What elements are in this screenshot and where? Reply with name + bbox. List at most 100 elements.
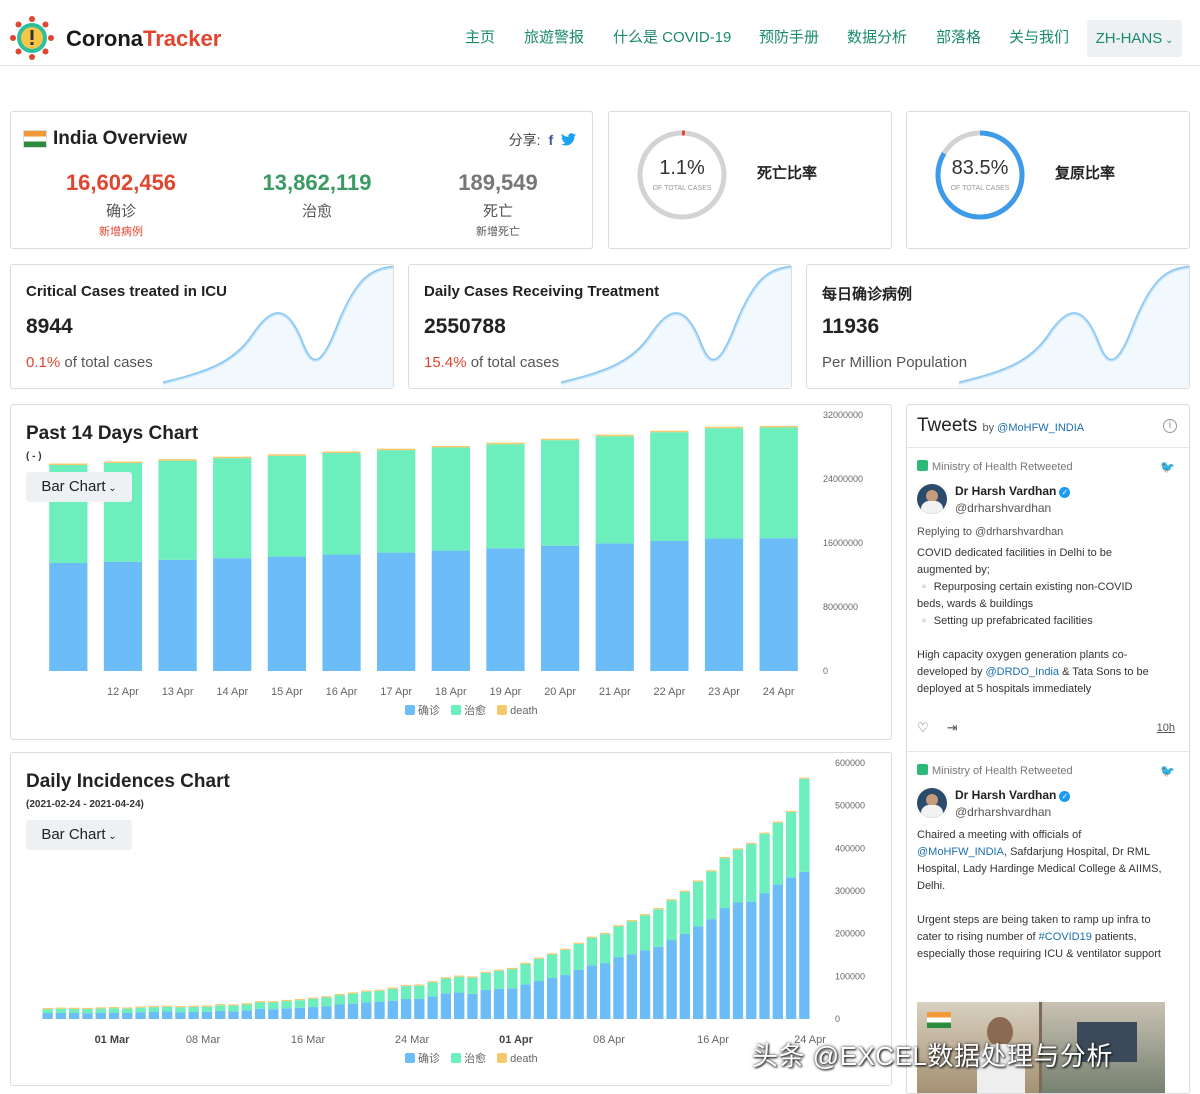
avatar[interactable] [917, 484, 947, 514]
daily-confirmed-value: 11936 [822, 315, 880, 338]
nav-about[interactable]: 关与我们 [1009, 29, 1070, 46]
bar-confirmed [175, 1012, 186, 1019]
bar-death [480, 971, 491, 973]
bar-recovered [486, 444, 525, 549]
bar-confirmed [653, 946, 664, 1019]
bar-confirmed [746, 901, 757, 1019]
hashtag-link[interactable]: #COVID19 [1038, 931, 1092, 943]
x-tick-label: 01 Apr [499, 1034, 534, 1046]
tweets-handle-link[interactable]: @MoHFW_INDIA [997, 422, 1085, 434]
bar-recovered [507, 969, 518, 989]
bar-death [507, 967, 518, 970]
tweet-author-name[interactable]: Dr Harsh Vardhan ✓ [955, 788, 1071, 802]
bar-confirmed [520, 984, 531, 1019]
avatar[interactable] [917, 788, 947, 818]
bar-recovered [241, 1004, 252, 1011]
legend-death[interactable]: death [510, 705, 538, 717]
retweet-icon [917, 764, 928, 775]
tweet-card[interactable]: Ministry of Health Retweeted 🐦 Dr Harsh … [907, 447, 1189, 749]
nav-travel-alert[interactable]: 旅遊警报 [524, 29, 585, 46]
recovery-rate-ring [935, 130, 1025, 220]
tweet-author-name[interactable]: Dr Harsh Vardhan ✓ [955, 484, 1071, 498]
facebook-icon[interactable]: f [548, 132, 554, 148]
y-tick-label: 24000000 [823, 474, 863, 484]
legend-recovered[interactable]: 治愈 [464, 705, 487, 717]
bar-death [493, 969, 505, 971]
bar-confirmed [268, 1009, 279, 1019]
bar-confirmed [188, 1011, 199, 1019]
bar-death [650, 430, 689, 433]
bar-recovered [377, 450, 416, 553]
legend-swatch-recovered [451, 705, 462, 715]
nav-data-analysis[interactable]: 数据分析 [847, 29, 908, 46]
nav-prevention[interactable]: 预防手册 [759, 29, 820, 46]
bar-confirmed [213, 558, 252, 671]
tweet-time[interactable]: 10h [1156, 722, 1175, 734]
legend-death[interactable]: death [510, 1053, 538, 1065]
bar-confirmed [785, 877, 797, 1019]
y-tick-label: 500000 [835, 801, 865, 811]
tweet-bullet: ▫️ Repurposing certain existing non-COVI… [917, 581, 1133, 610]
tweet-photo[interactable] [917, 1002, 1165, 1093]
tweet-reply-to[interactable]: Replying to @drharshvardhan [917, 526, 1064, 538]
share-row: 分享: f [509, 130, 576, 150]
chevron-down-icon: ⌄ [105, 483, 117, 494]
bar-confirmed [228, 1011, 239, 1019]
bar-confirmed [613, 957, 624, 1019]
info-icon[interactable]: i [1163, 419, 1177, 433]
bar-death [387, 987, 398, 989]
twitter-icon[interactable] [561, 133, 576, 146]
bar-confirmed [294, 1007, 306, 1019]
bar-recovered [254, 1002, 266, 1009]
heart-icon[interactable]: ♡ [917, 720, 929, 735]
y-tick-label: 32000000 [823, 410, 863, 420]
corona-logo-icon[interactable] [10, 16, 54, 60]
bar-confirmed [347, 1003, 359, 1019]
nav-blog[interactable]: 部落格 [936, 29, 982, 46]
mention-link[interactable]: @DRDO_India [985, 666, 1060, 678]
tweet-author-handle[interactable]: @drharshvardhan [955, 805, 1052, 819]
bar-death [307, 997, 319, 999]
legend-confirmed[interactable]: 确诊 [418, 705, 440, 717]
bar-confirmed [759, 538, 798, 671]
nav-what-is-covid[interactable]: 什么是 COVID-19 [613, 29, 732, 46]
legend-recovered[interactable]: 治愈 [464, 1053, 487, 1065]
share-icon[interactable]: ⇥ [946, 720, 958, 735]
legend-confirmed[interactable]: 确诊 [418, 1053, 440, 1065]
bar-confirmed [281, 1008, 292, 1019]
daily-chart-subtitle: (2021-02-24 - 2021-04-24) [26, 799, 144, 810]
twitter-bird-icon[interactable]: 🐦 [1160, 764, 1175, 778]
mention-link[interactable]: @MoHFW_INDIA [917, 846, 1004, 858]
bar-confirmed [431, 550, 470, 671]
tweet-card[interactable]: Ministry of Health Retweeted 🐦 Dr Harsh … [907, 751, 1189, 1093]
bar-recovered [746, 844, 757, 902]
icu-percent-line: 0.1% of total cases [26, 354, 153, 371]
treatment-title: Daily Cases Receiving Treatment [424, 283, 660, 300]
twitter-bird-icon[interactable]: 🐦 [1160, 460, 1175, 474]
bar-confirmed [692, 926, 704, 1019]
past-chart-type-button[interactable]: Bar Chart ⌄ [26, 472, 132, 502]
bar-confirmed [704, 538, 744, 671]
treatment-percent-line: 15.4% of total cases [424, 354, 559, 371]
bar-confirmed [595, 543, 634, 671]
bar-confirmed [387, 1000, 398, 1019]
bar-confirmed [95, 1012, 106, 1019]
language-select[interactable]: ZH-HANS ⌄ [1087, 20, 1182, 57]
brand-name[interactable]: CoronaTracker [66, 26, 222, 51]
tweet-author-handle[interactable]: @drharshvardhan [955, 501, 1052, 515]
sparkline-wave [959, 265, 1189, 388]
bar-confirmed [719, 908, 730, 1019]
bar-recovered [560, 949, 571, 976]
bar-death [560, 948, 571, 950]
treatment-percent: 15.4% [424, 354, 467, 371]
daily-chart-type-button[interactable]: Bar Chart ⌄ [26, 820, 132, 850]
bar-recovered [322, 453, 361, 555]
tweets-header: Tweets by @MoHFW_INDIA [917, 415, 1085, 436]
bar-death [254, 1001, 266, 1003]
y-tick-label: 0 [823, 666, 828, 676]
death-rate-arc [637, 130, 727, 220]
y-tick-label: 100000 [835, 971, 865, 981]
retweet-icon [917, 460, 928, 471]
nav-home[interactable]: 主页 [465, 29, 496, 46]
recovery-rate-sub: OF TOTAL CASES [950, 185, 1010, 192]
